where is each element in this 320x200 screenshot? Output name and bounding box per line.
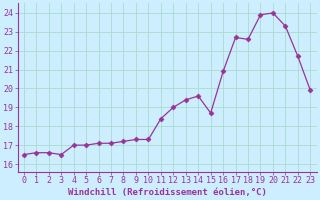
X-axis label: Windchill (Refroidissement éolien,°C): Windchill (Refroidissement éolien,°C) [68, 188, 267, 197]
